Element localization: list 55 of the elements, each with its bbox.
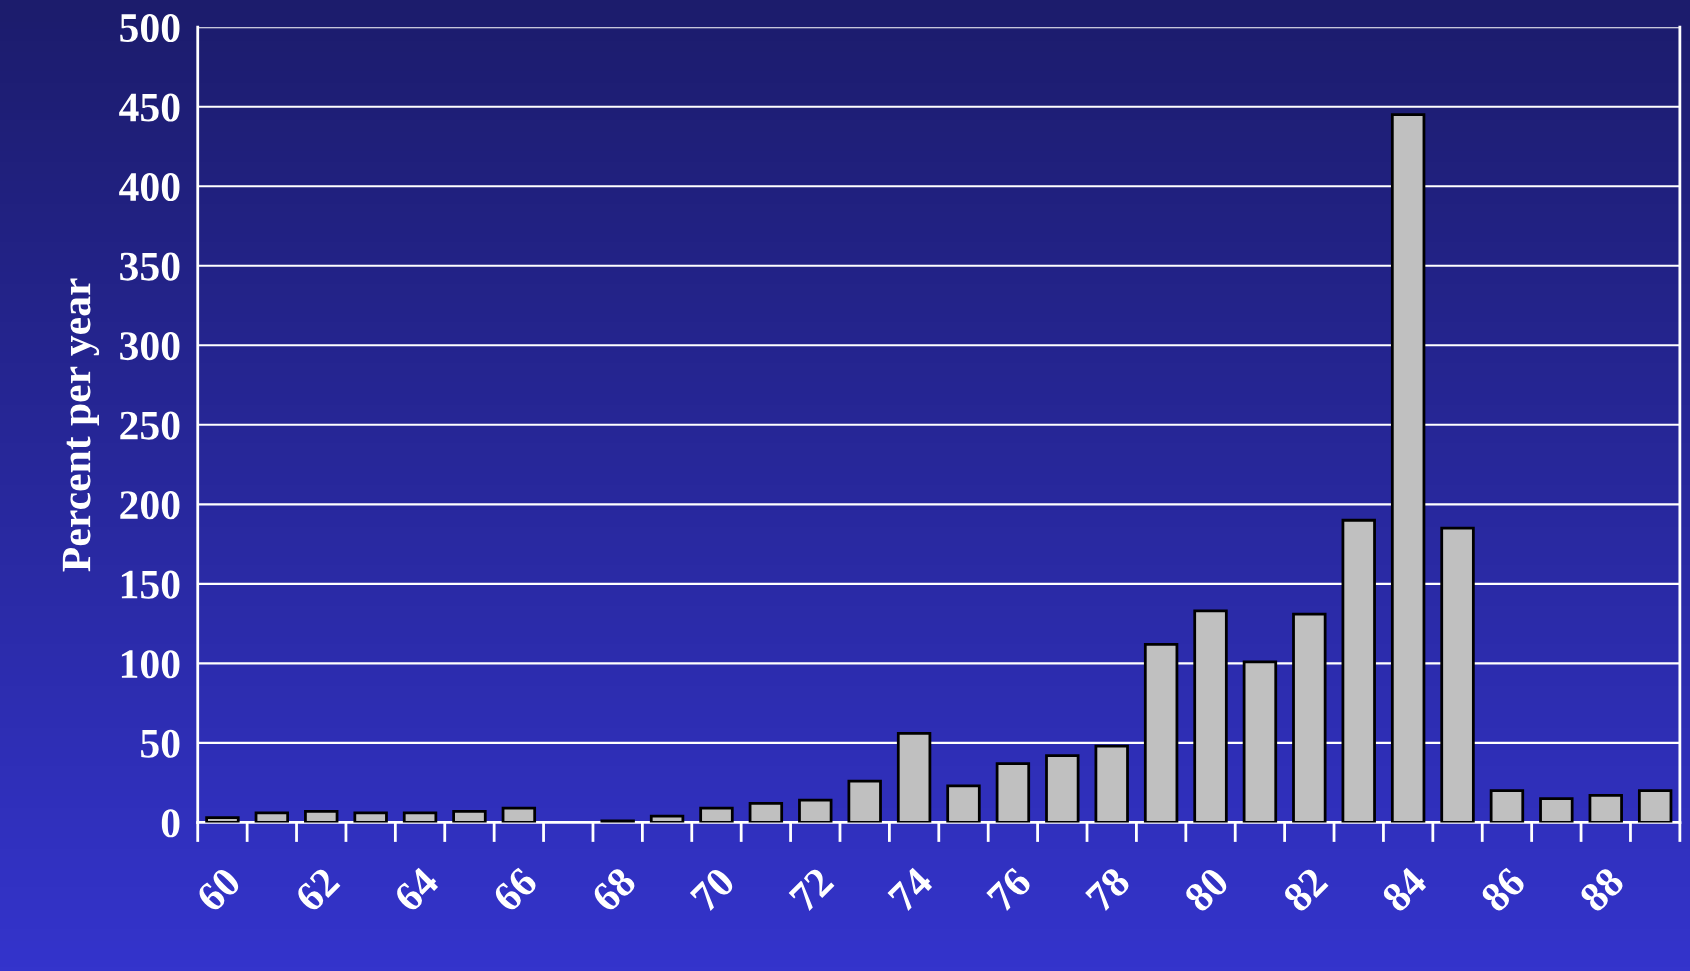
bar bbox=[1489, 789, 1525, 823]
y-tick-label: 450 bbox=[119, 93, 180, 122]
x-tick-label: 62 bbox=[293, 866, 341, 914]
bar bbox=[353, 811, 388, 823]
x-tick-label: 70 bbox=[689, 866, 737, 913]
x-tick-label: 64 bbox=[392, 865, 441, 914]
x-tick-label: 60 bbox=[194, 866, 243, 914]
x-tick-label: 76 bbox=[986, 865, 1033, 913]
bar bbox=[1390, 113, 1426, 823]
y-tick-label: 250 bbox=[120, 411, 180, 440]
y-tick-label: 400 bbox=[119, 172, 180, 202]
x-tick-label: 68 bbox=[590, 865, 638, 914]
y-tick-label: 150 bbox=[121, 570, 180, 599]
bar bbox=[452, 809, 487, 823]
bar bbox=[1588, 794, 1623, 823]
x-tick-label: 86 bbox=[1479, 865, 1527, 914]
y-tick-label: 200 bbox=[120, 491, 180, 520]
bar bbox=[402, 811, 438, 823]
bar bbox=[649, 814, 685, 823]
x-tick-label: 84 bbox=[1380, 865, 1429, 914]
bar bbox=[205, 816, 240, 823]
x-tick-label: 80 bbox=[1182, 866, 1231, 914]
bar bbox=[1045, 754, 1080, 823]
bar bbox=[1292, 612, 1327, 823]
y-tick-label: 500 bbox=[120, 13, 180, 43]
y-tick-label: 300 bbox=[120, 332, 180, 361]
bar bbox=[798, 798, 833, 823]
bar bbox=[1143, 642, 1179, 823]
x-tick-label: 82 bbox=[1281, 866, 1329, 914]
bar bbox=[254, 811, 290, 823]
y-tick-label: 350 bbox=[120, 252, 180, 281]
bar bbox=[946, 784, 981, 823]
x-tick-label: 74 bbox=[887, 865, 934, 913]
bar bbox=[1193, 609, 1228, 823]
x-tick-label: 72 bbox=[788, 866, 835, 913]
bar bbox=[995, 762, 1031, 823]
x-tick-label: 78 bbox=[1084, 865, 1132, 913]
bar bbox=[896, 731, 932, 823]
bar bbox=[1341, 518, 1376, 823]
y-tick-label: 100 bbox=[121, 650, 180, 679]
x-tick-label: 66 bbox=[491, 865, 539, 914]
bar bbox=[304, 809, 339, 823]
bar bbox=[1242, 660, 1278, 823]
bar bbox=[1539, 797, 1574, 823]
y-axis-title: Percent per year bbox=[62, 278, 100, 572]
bar bbox=[1637, 789, 1673, 823]
bar bbox=[1440, 526, 1475, 823]
bar bbox=[501, 806, 537, 823]
bar bbox=[748, 801, 784, 823]
bar bbox=[1094, 744, 1129, 823]
y-tick-label: 0 bbox=[161, 809, 180, 838]
bar bbox=[847, 779, 882, 823]
bar bbox=[699, 806, 734, 823]
x-tick-label: 88 bbox=[1578, 865, 1626, 914]
y-tick-label: 50 bbox=[141, 729, 180, 758]
